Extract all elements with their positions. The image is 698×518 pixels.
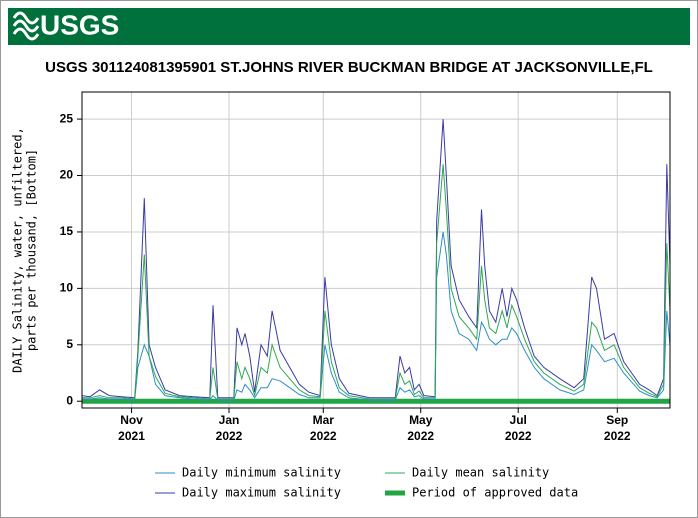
y-tick-label: 0 (66, 393, 73, 407)
x-tick-label: Sep 2022 (604, 413, 631, 443)
x-tick-label: May 2022 (407, 413, 434, 443)
chart-title: USGS 301124081395901 ST.JOHNS RIVER BUCK… (45, 59, 653, 76)
y-tick-label: 15 (60, 224, 74, 238)
y-tick-label: 25 (60, 111, 74, 125)
x-tick-label: Jan 2022 (216, 413, 243, 443)
y-label-line: DAILY Salinity, water, unfiltered, (11, 127, 25, 373)
x-tick-label: Nov 2021 (118, 413, 145, 443)
x-tick-label: Jul 2022 (505, 413, 532, 443)
y-tick-label: 5 (66, 337, 73, 351)
plot-border (81, 91, 671, 409)
y-tick-label: 10 (60, 281, 74, 295)
header-bar (8, 8, 690, 45)
legend-label: Period of approved data (412, 486, 578, 500)
y-label: DAILY Salinity, water, unfiltered, parts… (11, 127, 39, 373)
legend-label: Daily minimum salinity (182, 466, 341, 480)
series-line (82, 231, 671, 401)
logo-waves (12, 11, 40, 41)
series-line (82, 164, 671, 400)
y-tick-label: 20 (60, 168, 74, 182)
logo: USGS (40, 9, 119, 40)
legend-label: Daily maximum salinity (182, 486, 341, 500)
legend-label: Daily mean salinity (412, 466, 549, 480)
series-line (81, 119, 671, 399)
x-tick-label: Mar 2022 (310, 413, 337, 443)
plot-area (82, 92, 670, 408)
y-label-line: parts per thousand, [Bottom] (25, 149, 39, 351)
